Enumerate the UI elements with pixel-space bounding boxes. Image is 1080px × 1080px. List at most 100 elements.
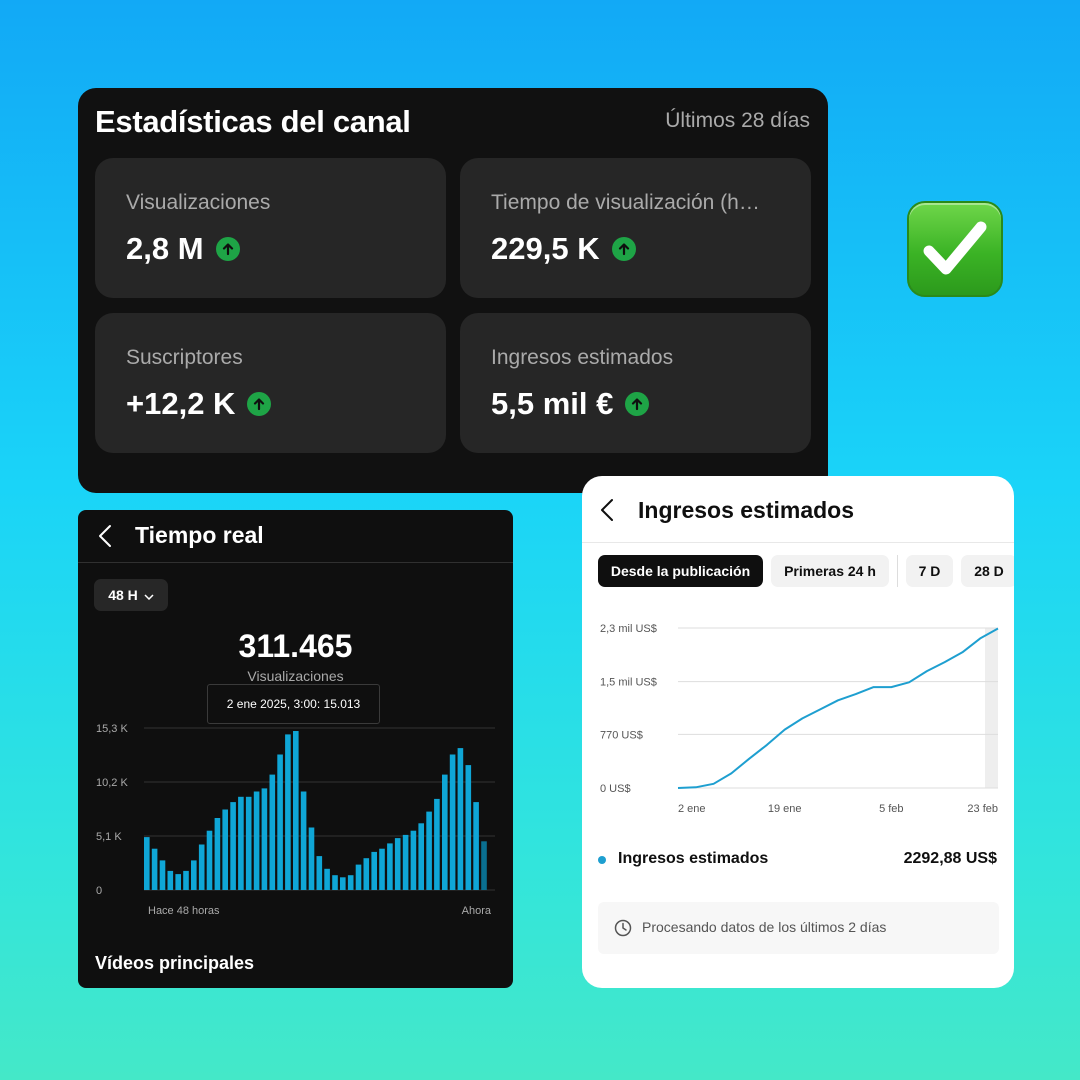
y-tick-label: 5,1 K — [96, 831, 122, 843]
y-tick-label: 10,2 K — [96, 777, 128, 789]
chart-bar — [465, 765, 472, 890]
chart-bar — [324, 868, 330, 890]
x-tick-label: 19 ene — [768, 803, 802, 815]
chart-bar — [371, 851, 377, 890]
y-tick-label: 0 US$ — [600, 783, 631, 795]
revenue-series-line — [677, 627, 999, 789]
arrow-up-circle-icon — [625, 392, 650, 416]
realtime-title: Tiempo real — [135, 522, 264, 548]
chart-bar — [340, 877, 346, 890]
divider — [582, 542, 1014, 543]
chart-bar — [355, 864, 362, 890]
chart-bar — [300, 791, 307, 890]
arrow-up-circle-icon — [611, 237, 636, 261]
stats-title: Estadísticas del canal — [95, 104, 411, 139]
arrow-up-circle-icon — [215, 237, 240, 261]
tab-since-publication[interactable]: Desde la publicación — [598, 555, 763, 587]
chart-bar — [245, 796, 252, 890]
chart-bar — [191, 860, 197, 890]
tile-label: Ingresos estimados — [491, 346, 674, 369]
chart-bar — [222, 809, 228, 890]
chart-tooltip: 2 ene 2025, 3:00: 15.013 — [207, 684, 380, 724]
chart-bar — [206, 830, 213, 890]
chart-bar — [261, 788, 268, 890]
chart-bar — [144, 837, 150, 890]
x-tick-label: 5 feb — [879, 803, 903, 815]
tab-first-24h[interactable]: Primeras 24 h — [771, 555, 889, 587]
chart-bar — [238, 796, 244, 890]
stat-tile-subscribers[interactable]: Suscriptores +12,2 K — [95, 313, 446, 453]
arrow-up-circle-icon — [247, 392, 272, 416]
check-mark-button-icon — [907, 201, 1003, 297]
chart-bar — [402, 834, 409, 890]
chart-bar — [434, 798, 440, 890]
chart-bar — [442, 774, 448, 890]
range-dropdown[interactable]: 48 H — [94, 579, 168, 611]
chart-bar — [230, 802, 236, 890]
y-tick-label: 2,3 mil US$ — [600, 623, 657, 635]
chart-bar — [418, 823, 424, 890]
revenue-card: Ingresos estimados Desde la publicación … — [582, 476, 1014, 988]
realtime-total: 311.465 — [238, 628, 353, 664]
chart-bar — [457, 748, 464, 890]
chevron-left-icon[interactable] — [98, 524, 112, 553]
processing-note-text: Procesando datos de los últimos 2 días — [642, 919, 887, 935]
tile-label: Tiempo de visualización (h… — [491, 191, 760, 214]
chart-bar — [449, 754, 456, 890]
tile-value: 2,8 M — [126, 231, 204, 266]
tab-separator — [897, 555, 898, 587]
chart-bar — [175, 874, 181, 890]
chevron-down-icon — [144, 587, 154, 603]
y-tick-label: 15,3 K — [96, 723, 128, 735]
legend-value: 2292,88 US$ — [903, 850, 997, 867]
chart-bar — [316, 856, 323, 890]
chart-bar — [379, 848, 385, 890]
chart-bar — [183, 870, 189, 890]
realtime-card: Tiempo real 48 H 311.465 Visualizaciones… — [78, 510, 513, 988]
chart-bar — [285, 734, 291, 890]
chart-bar — [293, 731, 299, 890]
chart-bar — [347, 875, 354, 890]
stat-tile-revenue[interactable]: Ingresos estimados 5,5 mil € — [460, 313, 811, 453]
latest-period-highlight — [985, 628, 998, 788]
tile-value: +12,2 K — [126, 386, 236, 421]
y-tick-label: 1,5 mil US$ — [600, 677, 657, 689]
chart-bar — [269, 774, 276, 890]
revenue-title: Ingresos estimados — [638, 497, 855, 523]
tile-value: 229,5 K — [491, 231, 600, 266]
range-dropdown-label: 48 H — [108, 587, 138, 603]
stat-tile-watch-time[interactable]: Tiempo de visualización (h… 229,5 K — [460, 158, 811, 298]
chevron-left-icon[interactable] — [600, 498, 614, 527]
chart-bar — [151, 848, 158, 890]
chart-bar — [363, 858, 370, 890]
channel-stats-card: Estadísticas del canal Últimos 28 días V… — [78, 88, 828, 493]
chart-bar — [481, 841, 487, 890]
realtime-bar-chart[interactable]: 15,3 K 10,2 K 5,1 K 0 Hace 48 horas Ahora — [78, 710, 513, 925]
chart-bar — [426, 811, 432, 890]
legend-label: Ingresos estimados — [618, 850, 769, 867]
x-tick-label: 23 feb — [967, 803, 998, 815]
x-tick-label: Ahora — [462, 905, 492, 917]
chart-bar — [277, 754, 283, 890]
tile-value: 5,5 mil € — [491, 386, 614, 421]
y-tick-label: 770 US$ — [600, 729, 643, 741]
realtime-header: Tiempo real — [78, 510, 513, 563]
chart-bar — [198, 844, 205, 890]
x-tick-label: Hace 48 horas — [148, 905, 220, 917]
chart-bar — [253, 791, 260, 890]
chart-bar — [167, 870, 174, 890]
chart-bar — [387, 843, 393, 890]
tab-28d[interactable]: 28 D — [961, 555, 1014, 587]
revenue-line-chart[interactable]: 2,3 mil US$ 1,5 mil US$ 770 US$ 0 US$ 2 ene 1… — [582, 606, 1014, 821]
chart-bar — [473, 802, 479, 890]
stats-period[interactable]: Últimos 28 días — [665, 109, 810, 132]
tab-7d[interactable]: 7 D — [906, 555, 953, 587]
chart-bar — [214, 818, 221, 890]
legend-dot — [598, 856, 606, 864]
y-tick-label: 0 — [96, 885, 102, 897]
chart-bar — [159, 860, 166, 890]
processing-note: Procesando datos de los últimos 2 días — [598, 902, 999, 954]
top-videos-heading: Vídeos principales — [95, 953, 255, 973]
stat-tile-views[interactable]: Visualizaciones 2,8 M — [95, 158, 446, 298]
tile-label: Visualizaciones — [126, 191, 271, 214]
